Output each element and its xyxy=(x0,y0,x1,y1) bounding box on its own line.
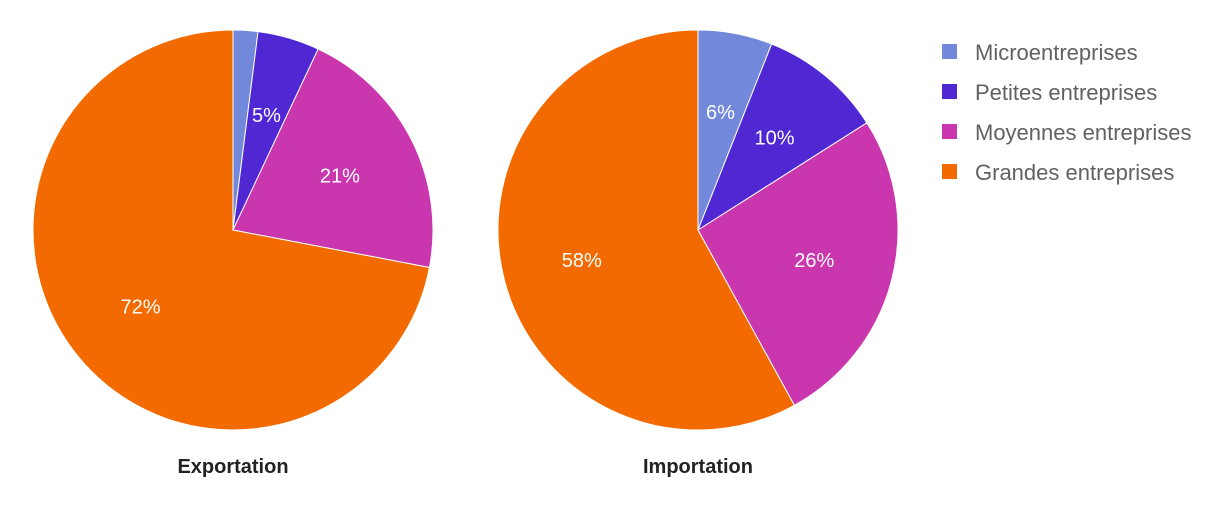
slice-exportation-moyennes-entreprises[interactable] xyxy=(232,48,434,269)
legend-swatch xyxy=(942,84,957,99)
slice-importation-petites-entreprises[interactable] xyxy=(696,43,868,232)
legend-swatch xyxy=(942,44,957,59)
slice-label-exportation-moyennes-entreprises: 21% xyxy=(320,166,360,188)
slice-label-exportation-grandes-entreprises: 72% xyxy=(121,296,161,318)
slice-label-importation-grandes-entreprises: 58% xyxy=(562,250,602,272)
legend-label: Microentreprises xyxy=(975,40,1138,65)
slice-label-importation-petites-entreprises: 10% xyxy=(754,128,794,150)
legend-label: Moyennes entreprises xyxy=(975,120,1191,145)
slice-label-importation-microentreprises: 6% xyxy=(706,102,735,124)
chart-title-importation: Importation xyxy=(643,456,753,478)
legend-item-moyennes-entreprises[interactable]: Moyennes entreprises xyxy=(942,120,1191,145)
legend-item-microentreprises[interactable]: Microentreprises xyxy=(942,40,1138,65)
legend-item-petites-entreprises[interactable]: Petites entreprises xyxy=(942,80,1157,105)
slice-importation-moyennes-entreprises[interactable] xyxy=(697,122,899,406)
legend-label: Petites entreprises xyxy=(975,80,1157,105)
slice-label-importation-moyennes-entreprises: 26% xyxy=(794,250,834,272)
chart-title-exportation: Exportation xyxy=(177,456,288,478)
pie-exportation: 5% 21% 72% xyxy=(32,29,434,431)
legend-swatch xyxy=(942,124,957,139)
legend-label: Grandes entreprises xyxy=(975,160,1174,185)
slice-importation-grandes-entreprises[interactable] xyxy=(497,29,796,431)
slice-exportation-grandes-entreprises[interactable] xyxy=(32,29,431,431)
slice-label-exportation-petites-entreprises: 5% xyxy=(252,105,281,127)
pie-importation: 6% 10% 26% 58% xyxy=(497,29,899,431)
legend-item-grandes-entreprises[interactable]: Grandes entreprises xyxy=(942,160,1174,185)
legend-swatch xyxy=(942,164,957,179)
legend: Microentreprises Petites entreprises Moyen… xyxy=(942,40,1191,185)
